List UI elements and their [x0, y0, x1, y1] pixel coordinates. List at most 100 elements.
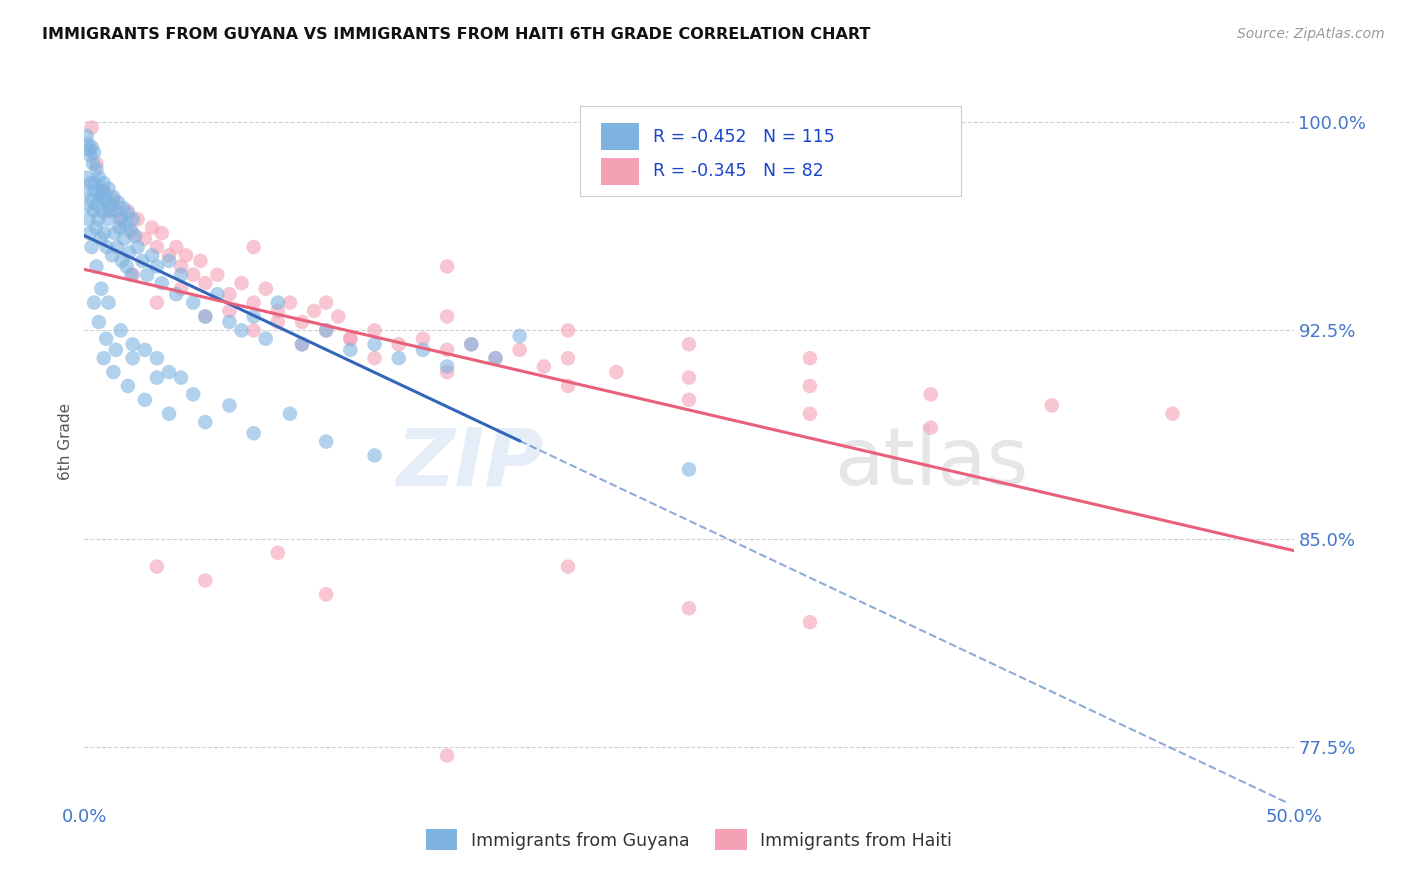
Point	[93, 226, 115, 240]
Text: atlas: atlas	[834, 425, 1028, 502]
Point	[267, 295, 290, 310]
Point	[80, 120, 103, 135]
Point	[157, 365, 180, 379]
Point	[557, 559, 579, 574]
Point	[91, 185, 114, 199]
Point	[218, 304, 240, 318]
Point	[110, 212, 132, 227]
Point	[799, 615, 821, 630]
Point	[509, 329, 531, 343]
Point	[87, 212, 110, 227]
Point	[93, 185, 115, 199]
Point	[242, 426, 264, 441]
Point	[80, 176, 103, 190]
Point	[77, 137, 100, 152]
Point	[127, 212, 149, 227]
Point	[207, 287, 229, 301]
Point	[83, 295, 105, 310]
Point	[267, 315, 290, 329]
Point	[678, 601, 700, 615]
Point	[115, 260, 138, 274]
Point	[157, 407, 180, 421]
Point	[90, 282, 112, 296]
Text: ZIP: ZIP	[396, 425, 544, 502]
Point	[97, 182, 120, 196]
Point	[363, 351, 385, 366]
Point	[117, 203, 139, 218]
Point	[94, 332, 117, 346]
Point	[363, 449, 385, 463]
Point	[194, 276, 217, 290]
Point	[150, 276, 173, 290]
Point	[339, 332, 361, 346]
Point	[254, 282, 277, 296]
Point	[83, 203, 105, 218]
Point	[104, 226, 127, 240]
Point	[76, 198, 98, 212]
Point	[557, 351, 579, 366]
Point	[120, 223, 142, 237]
Point	[121, 226, 143, 240]
Point	[267, 304, 290, 318]
Point	[90, 185, 112, 199]
Point	[242, 310, 264, 324]
Point	[97, 203, 120, 218]
Point	[194, 310, 217, 324]
Point	[134, 392, 156, 407]
Point	[118, 245, 141, 260]
Point	[315, 587, 337, 601]
Text: Source: ZipAtlas.com: Source: ZipAtlas.com	[1237, 27, 1385, 41]
Point	[436, 260, 458, 274]
Point	[75, 170, 97, 185]
Point	[460, 337, 482, 351]
Point	[124, 228, 146, 243]
Legend: Immigrants from Guyana, Immigrants from Haiti: Immigrants from Guyana, Immigrants from …	[416, 821, 962, 859]
Point	[181, 295, 204, 310]
Point	[533, 359, 555, 374]
Point	[94, 193, 117, 207]
Point	[157, 254, 180, 268]
Point	[103, 365, 125, 379]
Point	[242, 323, 264, 337]
Point	[328, 310, 350, 324]
Point	[83, 185, 105, 199]
Point	[170, 370, 193, 384]
Point	[127, 240, 149, 254]
Point	[678, 392, 700, 407]
Point	[82, 156, 104, 170]
Point	[194, 310, 217, 324]
Point	[107, 195, 129, 210]
Point	[388, 351, 411, 366]
Point	[278, 407, 301, 421]
Point	[436, 748, 458, 763]
Point	[484, 351, 506, 366]
Point	[86, 260, 108, 274]
Point	[146, 295, 169, 310]
Point	[76, 128, 98, 143]
Point	[218, 398, 240, 412]
Point	[86, 162, 108, 177]
Point	[80, 240, 103, 254]
Point	[484, 351, 506, 366]
Point	[678, 370, 700, 384]
Point	[146, 240, 169, 254]
Point	[799, 407, 821, 421]
Point	[97, 295, 120, 310]
Point	[436, 359, 458, 374]
Point	[146, 351, 169, 366]
Point	[103, 190, 125, 204]
Point	[412, 343, 434, 357]
Point	[363, 337, 385, 351]
Point	[436, 310, 458, 324]
Point	[174, 248, 197, 262]
Point	[110, 323, 132, 337]
Point	[134, 343, 156, 357]
Point	[388, 337, 411, 351]
Point	[1040, 398, 1063, 412]
Point	[460, 337, 482, 351]
Point	[165, 240, 187, 254]
Point	[75, 185, 97, 199]
Point	[84, 176, 107, 190]
Point	[557, 323, 579, 337]
Point	[678, 337, 700, 351]
